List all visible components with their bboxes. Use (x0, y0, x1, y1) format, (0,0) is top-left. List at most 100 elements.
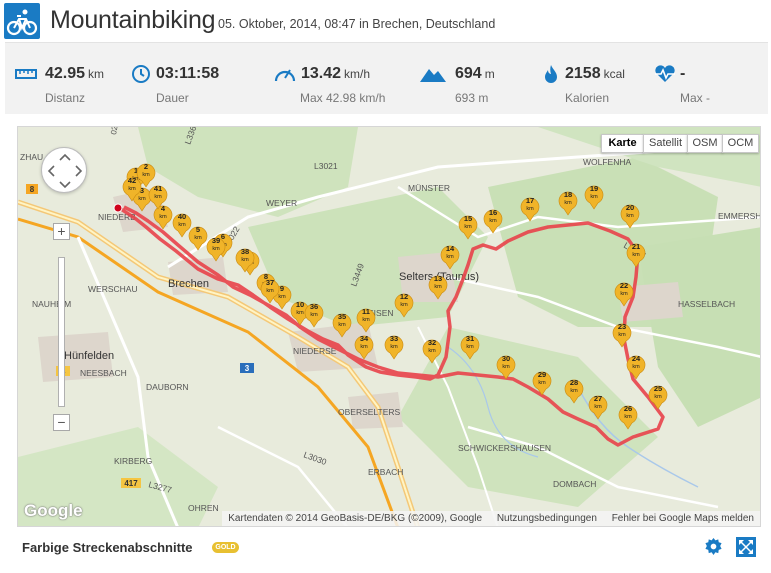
stat-duration: 03:11:58 Dauer (131, 43, 251, 115)
km-marker-number: 19 (590, 184, 598, 193)
zoom-slider-track[interactable] (58, 257, 65, 407)
km-marker-number: 14 (446, 244, 455, 253)
maptype-satellit[interactable]: Satellit (643, 134, 688, 153)
place-label: WOLFENHA (583, 157, 632, 167)
km-marker-number: 8 (264, 272, 268, 281)
stat-speed: 13.42 km/h Max 42.98 km/h (273, 43, 403, 115)
km-marker-unit: km (360, 344, 368, 350)
km-marker[interactable]: 5km (188, 225, 208, 251)
pan-control[interactable] (41, 147, 87, 193)
zoom-in-button[interactable]: + (53, 223, 70, 240)
km-marker-pin (384, 335, 404, 360)
km-marker-number: 40 (178, 212, 186, 221)
km-marker-pin (620, 204, 640, 229)
place-label: ERBACH (368, 467, 403, 477)
km-marker-pin (614, 282, 634, 307)
place-label: EMMERSHA (718, 211, 761, 221)
km-marker-number: 35 (338, 312, 346, 321)
km-marker-pin (520, 197, 540, 222)
zoom-out-button[interactable]: − (53, 414, 70, 431)
place-label: WERSCHAU (88, 284, 138, 294)
km-marker-pin (354, 335, 374, 360)
km-marker-number: 32 (428, 338, 436, 347)
km-marker-pin (153, 205, 173, 230)
km-marker-number: 41 (154, 184, 162, 193)
stat-elevation: 694 m 693 m (419, 43, 529, 115)
flame-icon (541, 64, 565, 84)
pan-down-icon[interactable] (59, 181, 71, 189)
km-markers: 1km2km3km4km5km6km7km8km9km10km11km12km1… (122, 162, 668, 430)
stat-value: 42.95 km (45, 65, 105, 82)
km-marker-pin (483, 209, 503, 234)
report-error-link[interactable]: Fehler bei Google Maps melden (611, 513, 754, 524)
route-map[interactable]: WOLFENHA MÜNSTER WEYER L3021 L3365 L3022… (17, 126, 761, 527)
stat-value: 2158 kcal (565, 65, 625, 82)
km-marker-number: 6 (221, 232, 225, 241)
km-marker-pin (235, 248, 255, 273)
km-marker-unit: km (538, 380, 546, 386)
start-marker[interactable] (113, 203, 123, 213)
km-marker-number: 42 (128, 176, 136, 185)
km-marker-number: 34 (360, 334, 369, 343)
km-marker-number: 21 (632, 242, 640, 251)
km-marker-unit: km (338, 322, 346, 328)
km-marker-number: 11 (362, 307, 370, 316)
maptype-ocm[interactable]: OCM (722, 134, 759, 153)
map-attribution: Kartendaten © 2014 GeoBasis-DE/BKG (©200… (228, 513, 483, 524)
maptype-karte[interactable]: Karte (601, 134, 644, 153)
stat-value: - (680, 65, 686, 82)
gear-icon[interactable] (704, 537, 723, 556)
km-marker-unit: km (624, 414, 632, 420)
km-marker[interactable]: 2km (136, 162, 156, 188)
km-marker-unit: km (632, 252, 640, 258)
maptype-osm[interactable]: OSM (687, 134, 723, 153)
google-logo: Google (24, 501, 83, 520)
colored-segments-title: Farbige Streckenabschnitte (22, 540, 193, 555)
km-marker-unit: km (128, 186, 136, 192)
km-marker[interactable]: 4km (153, 204, 173, 230)
km-marker-pin (626, 355, 646, 380)
expand-icon[interactable] (736, 537, 756, 557)
place-label: NEESBACH (80, 368, 127, 378)
km-marker-number: 12 (400, 292, 408, 301)
km-marker-pin (394, 293, 414, 318)
pan-up-icon[interactable] (59, 153, 71, 161)
pan-right-icon[interactable] (75, 165, 83, 177)
km-marker-pin (564, 379, 584, 404)
pan-left-icon[interactable] (47, 165, 55, 177)
place-label: ZHAU (20, 152, 43, 162)
terms-link[interactable]: Nutzungsbedingungen (496, 513, 597, 524)
